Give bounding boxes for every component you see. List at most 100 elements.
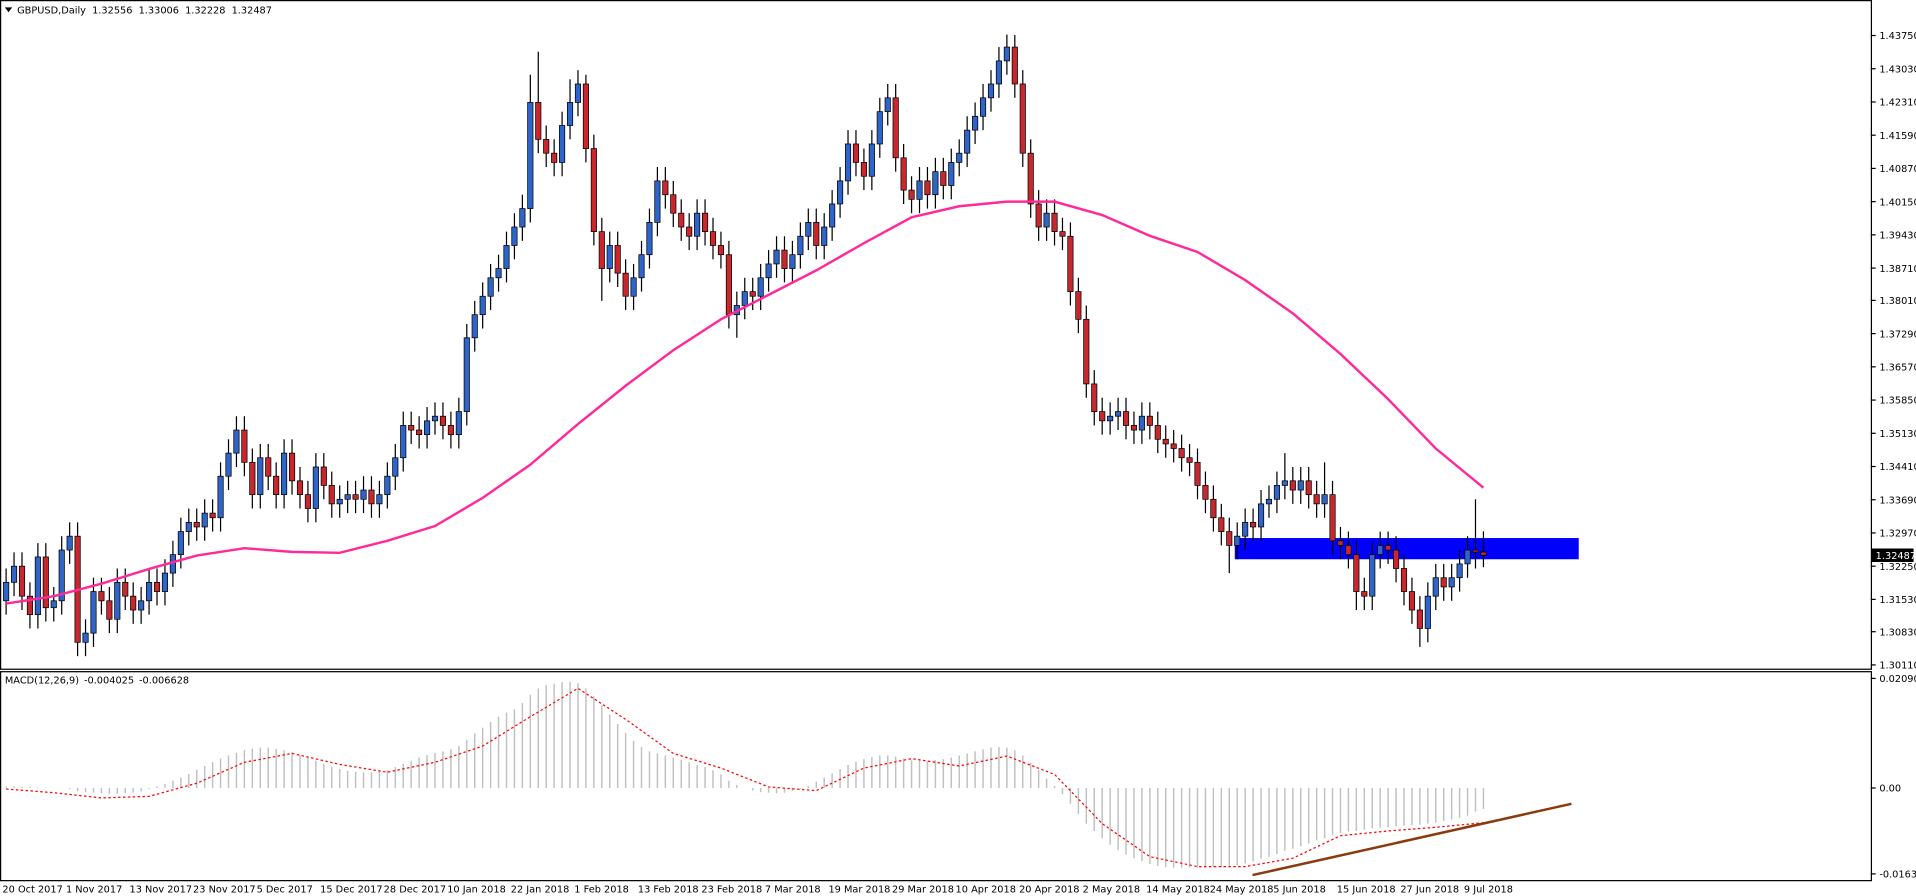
candle-body <box>225 452 232 477</box>
candle-body <box>3 581 10 602</box>
x-tick-label: 20 Apr 2018 <box>1019 884 1079 895</box>
candle-body <box>1170 443 1177 449</box>
candle-body <box>416 429 423 436</box>
candle-body <box>495 268 502 279</box>
moving-average <box>5 200 1485 605</box>
candle-body <box>1210 498 1217 519</box>
candle-body <box>1289 480 1296 491</box>
candle-body <box>519 208 526 228</box>
candle-body <box>1186 457 1193 463</box>
menu-arrow[interactable] <box>4 7 13 13</box>
candle-body <box>789 254 796 269</box>
candle-body <box>1226 531 1233 546</box>
candle-body <box>503 245 510 269</box>
candle-body <box>1067 235 1074 292</box>
price-label-bg <box>1872 548 1914 563</box>
candle-body <box>1162 438 1169 445</box>
candle-body <box>328 485 335 505</box>
candle-body <box>1130 425 1138 431</box>
candle-body <box>1265 498 1273 505</box>
candle-body <box>1059 231 1066 237</box>
candle-body <box>424 420 431 436</box>
candle-body <box>940 171 947 186</box>
candle-body <box>1138 415 1145 431</box>
candle-body <box>1377 545 1384 556</box>
candle-body <box>1480 551 1487 556</box>
x-tick-label: 9 Jul 2018 <box>1464 884 1513 895</box>
candle-body <box>773 249 780 265</box>
candle-body <box>765 263 772 279</box>
candle-body <box>757 277 764 297</box>
candle-body <box>630 277 637 297</box>
candle-body <box>797 235 804 256</box>
candle-body <box>114 581 121 620</box>
candle-body <box>288 452 296 482</box>
candle-body <box>106 600 113 620</box>
y-tick-label: 1.32970 <box>1879 529 1916 540</box>
header-value: 1.32487 <box>232 5 272 16</box>
candle-body <box>193 521 200 528</box>
candle-body <box>368 489 375 505</box>
candle-body <box>177 531 184 556</box>
x-tick-label: 1 Nov 2017 <box>66 884 122 895</box>
candle-body <box>1003 46 1010 62</box>
y-tick-label: 1.43750 <box>1879 31 1916 42</box>
y-tick-label: 1.34410 <box>1879 462 1916 473</box>
candle-body <box>1146 415 1153 426</box>
candle-body <box>1385 545 1392 551</box>
y-tick-label: -0.016389 <box>1879 870 1916 881</box>
candle-body <box>987 83 995 99</box>
x-tick-label: 23 Nov 2017 <box>193 884 256 895</box>
candle-body <box>670 194 677 214</box>
candle-body <box>130 595 137 611</box>
candle-body <box>694 212 701 237</box>
candle-body <box>439 415 447 426</box>
candle-body <box>964 129 971 154</box>
x-tick-label: 13 Nov 2017 <box>130 884 193 895</box>
candle-body <box>1122 411 1130 426</box>
candle-body <box>122 581 129 597</box>
candle-body <box>781 249 788 269</box>
candle-body <box>1432 577 1439 597</box>
x-tick-label: 10 Jan 2018 <box>447 884 506 895</box>
candle-body <box>1257 503 1265 528</box>
y-tick-label: 1.37290 <box>1879 329 1916 340</box>
candle-body <box>582 83 589 149</box>
candle-body <box>304 494 311 509</box>
candle-body <box>455 411 462 436</box>
candle-body <box>654 180 661 223</box>
y-tick-label: 1.33690 <box>1879 495 1916 506</box>
candle-body <box>1393 549 1400 569</box>
candle-body <box>487 277 494 297</box>
candle-body <box>559 125 566 163</box>
candle-body <box>837 180 844 205</box>
candle-body <box>408 425 415 431</box>
candle-body <box>1091 383 1098 412</box>
candle-body <box>749 291 756 297</box>
candle-body <box>598 231 605 269</box>
candle-body <box>972 115 979 131</box>
price-zone <box>1234 538 1579 560</box>
candle-body <box>146 581 153 602</box>
candle-body <box>201 512 208 528</box>
candle-body <box>622 272 629 297</box>
x-tick-label: 2 May 2018 <box>1083 884 1140 895</box>
x-tick-label: 15 Jun 2018 <box>1337 884 1396 895</box>
candle-body <box>257 457 264 496</box>
candle-body <box>574 83 582 103</box>
header-value: 1.33006 <box>139 5 179 16</box>
y-tick-label: 1.43030 <box>1879 64 1916 75</box>
candle-body <box>860 162 867 177</box>
candle-body <box>1250 521 1257 528</box>
x-tick-label: 23 Feb 2018 <box>701 884 762 895</box>
candle-body <box>717 245 724 256</box>
y-tick-label: 1.41590 <box>1879 131 1916 142</box>
candle-body <box>352 494 359 500</box>
candle-body <box>1281 480 1288 486</box>
price-panel <box>0 0 1873 670</box>
candle-body <box>686 226 693 237</box>
candle-body <box>90 591 97 634</box>
x-tick-label: 29 Mar 2018 <box>892 884 954 895</box>
